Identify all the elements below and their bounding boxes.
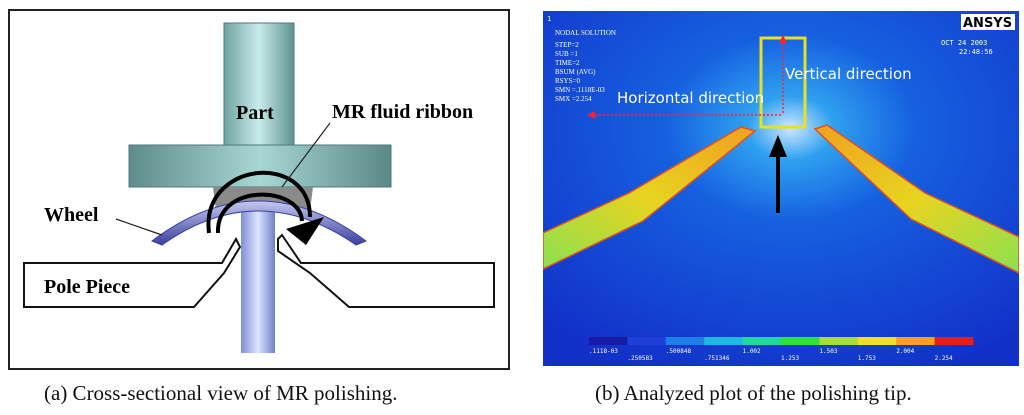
part-shaft — [223, 22, 295, 146]
solution-info: NODAL SOLUTION STEP=2 SUB =1 TIME=2 BSUM… — [555, 29, 616, 103]
window-number: 1 — [547, 15, 551, 23]
center-rod — [241, 207, 275, 353]
legend-swatch — [781, 337, 820, 345]
legend-swatch — [627, 337, 667, 345]
wheel-arc — [150, 200, 368, 246]
caption-b: (b) Analyzed plot of the polishing tip. — [595, 381, 912, 405]
wheel-label: Wheel — [44, 204, 99, 226]
cross-section-diagram: Part MR fluid ribbon Wheel Pole Piece — [23, 22, 495, 353]
solution-line: SMN =.1118E-03 — [555, 86, 605, 94]
ansys-plot: ANSYS 1 NODAL SOLUTION STEP=2 SUB =1 TIM… — [542, 11, 1020, 366]
solution-line: STEP=2 — [555, 41, 579, 49]
solution-line: SUB =1 — [555, 50, 578, 58]
legend-swatch — [896, 337, 936, 345]
vertical-direction-label: Vertical direction — [785, 65, 912, 83]
ribbon-leader-line — [281, 122, 331, 188]
legend-swatch — [665, 337, 705, 345]
plot-background — [543, 11, 1019, 366]
plot-time: 22:48:56 — [959, 48, 993, 56]
ansys-plot-panel: ANSYS 1 NODAL SOLUTION STEP=2 SUB =1 TIM… — [542, 11, 1020, 366]
horizontal-direction-label: Horizontal direction — [617, 89, 764, 107]
left-stripe — [542, 126, 757, 271]
legend-swatch — [742, 337, 782, 345]
wheel-leader-line — [115, 218, 163, 236]
up-arrow-shaft — [776, 157, 780, 213]
caption-a: (a) Cross-sectional view of MR polishing… — [44, 381, 398, 405]
flow-arrowhead — [286, 217, 324, 245]
solution-line: BSUM (AVG) — [555, 68, 596, 76]
pole-piece-label: Pole Piece — [44, 276, 130, 298]
up-arrow-head — [769, 135, 787, 157]
horizontal-direction-arrowhead — [587, 111, 595, 119]
legend-tick-label: 2.004 — [896, 348, 914, 355]
solution-line: SMX =2.254 — [555, 95, 592, 103]
legend-tick-label: 1.503 — [819, 348, 837, 355]
legend-tick-label: 1.002 — [743, 348, 761, 355]
solution-line: NODAL SOLUTION — [555, 29, 616, 37]
legend-swatch — [704, 337, 744, 345]
inner-flow-arrow — [215, 192, 304, 234]
legend-tick-label: 1.253 — [781, 355, 799, 362]
legend-swatch — [934, 337, 974, 345]
plot-date: OCT 24 2003 — [941, 39, 987, 47]
legend-tick-label: .250583 — [627, 355, 653, 362]
legend-tick-label: .1118-03 — [589, 348, 618, 355]
part-plate — [128, 144, 392, 188]
ansys-logo-bg — [961, 14, 1015, 30]
cross-section-panel: Part MR fluid ribbon Wheel Pole Piece — [8, 9, 510, 370]
color-legend: .1118-03 .500848 1.002 1.503 2.004 .250583 .75… — [589, 337, 974, 362]
mr-fluid-ribbon-label: MR fluid ribbon — [332, 101, 473, 123]
legend-swatch — [589, 337, 628, 345]
outer-flow-arrow — [206, 170, 312, 234]
legend-tick-label: 2.254 — [935, 355, 953, 362]
ansys-logo: ANSYS — [963, 16, 1012, 31]
solution-line: RSYS=0 — [555, 77, 580, 85]
part-label: Part — [236, 102, 274, 124]
solution-line: TIME=2 — [555, 59, 580, 67]
legend-swatch — [857, 337, 897, 345]
legend-tick-label: .751346 — [704, 355, 730, 362]
pole-piece-left — [23, 236, 242, 308]
legend-tick-label: .500848 — [666, 348, 692, 355]
legend-tick-label: 1.753 — [858, 355, 876, 362]
pole-piece-right — [277, 233, 495, 308]
vertical-direction-arrowhead — [779, 35, 787, 43]
legend-swatch — [819, 337, 859, 345]
